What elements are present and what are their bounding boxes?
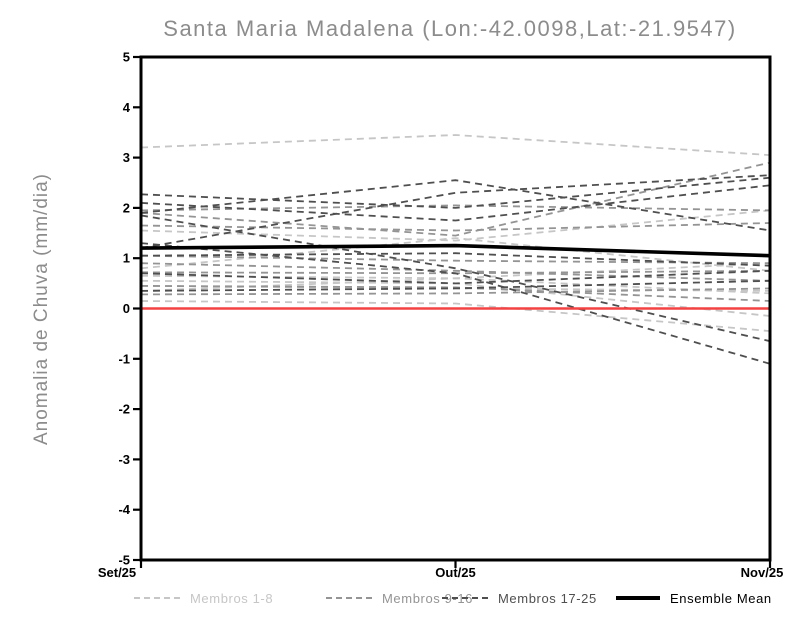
x-tick-label: Out/25 [435,565,475,580]
y-tick-label: 0 [123,301,130,316]
y-tick-label: 2 [123,200,130,215]
ensemble-mean-line [141,243,770,258]
legend-label: Ensemble Mean [670,590,772,606]
legend-item-ensemble-mean: Ensemble Mean [616,589,772,607]
legend: Membros 1-8 Membros 9-16 Membros 17-25 E… [0,589,800,611]
member-line-member-11 [141,222,770,232]
legend-label: Membros 17-25 [498,590,597,606]
y-tick-label: -3 [118,452,130,467]
legend-label: Membros 1-8 [190,590,274,606]
member-line-member-5 [141,279,770,317]
solid-line-sample-icon [616,596,660,600]
member-line-member-12 [141,254,770,265]
member-line-member-8 [141,300,770,332]
member-line-member-3 [141,237,770,272]
member-line-member-23 [141,252,770,267]
legend-item-members-9-16: Membros 9-16 [326,589,473,607]
x-tick-label: Set/25 [98,565,136,580]
y-tick-label: 1 [123,251,130,266]
member-line-member-10 [141,161,770,237]
y-tick-label: 3 [123,150,130,165]
y-tick-label: -1 [118,351,130,366]
y-tick-label: -4 [118,502,130,517]
member-line-member-9 [141,204,770,212]
member-line-member-25 [141,269,770,285]
y-tick-label: -5 [118,553,130,568]
y-tick-label: 4 [123,100,131,115]
member-line-member-15 [141,285,770,302]
member-line-member-22 [141,242,770,365]
member-line-member-13 [141,262,770,282]
y-tick-label: -2 [118,402,130,417]
member-line-member-2 [141,209,770,242]
member-line-member-16 [141,287,770,296]
member-line-member-1 [141,134,770,156]
dashed-line-sample-icon [326,597,372,599]
member-line-member-21 [141,214,770,343]
member-line-member-20 [141,179,770,232]
legend-item-members-17-25: Membros 17-25 [442,589,597,607]
y-tick-label: 5 [123,50,130,65]
member-line-member-19 [141,174,770,249]
legend-label: Membros 9-16 [382,590,474,606]
member-line-member-17 [141,176,770,209]
dashed-line-sample-icon [134,597,180,599]
dashed-line-sample-icon [442,597,488,599]
member-line-member-24 [141,279,770,292]
chart-title: Santa Maria Madalena (Lon:-42.0098,Lat:-… [163,16,737,41]
member-line-member-7 [141,277,770,295]
x-tick-label: Nov/25 [741,565,784,580]
member-line-member-18 [141,184,770,222]
legend-item-members-1-8: Membros 1-8 [134,589,273,607]
